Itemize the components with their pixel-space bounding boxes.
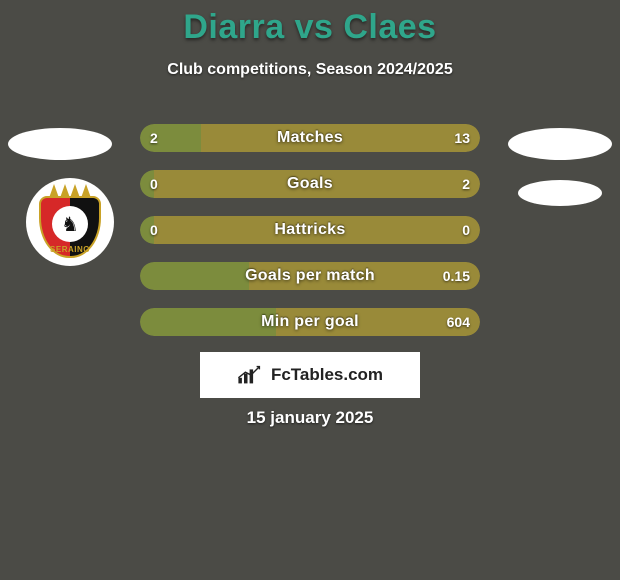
- stat-row: Goals per match0.15: [140, 262, 480, 290]
- stat-value-right: 0: [462, 216, 470, 244]
- subtitle: Club competitions, Season 2024/2025: [0, 61, 620, 79]
- comparison-card: Diarra vs Claes Club competitions, Seaso…: [0, 0, 620, 580]
- stat-value-right: 2: [462, 170, 470, 198]
- club-placeholder-right: [518, 180, 602, 206]
- stat-value-right: 604: [447, 308, 470, 336]
- stat-label: Hattricks: [140, 216, 480, 244]
- stat-bars: Matches213Goals02Hattricks00Goals per ma…: [140, 124, 480, 354]
- crest-club-name: SERAING: [39, 245, 101, 254]
- stat-row: Matches2 13: [140, 124, 480, 152]
- seraing-crest: ♞ SERAING: [39, 186, 101, 258]
- crest-crown-icon: [49, 184, 91, 200]
- stat-value-left: 0: [150, 216, 158, 244]
- stat-row: Hattricks0 0: [140, 216, 480, 244]
- stat-row: Min per goal604: [140, 308, 480, 336]
- stat-label: Min per goal: [140, 308, 480, 336]
- attribution-text: FcTables.com: [271, 365, 383, 385]
- page-title: Diarra vs Claes: [0, 0, 620, 47]
- club-badge-left: ♞ SERAING: [26, 178, 114, 266]
- stat-label: Goals: [140, 170, 480, 198]
- crest-lion-icon: ♞: [52, 206, 88, 242]
- attribution-badge: FcTables.com: [200, 352, 420, 398]
- stat-label: Matches: [140, 124, 480, 152]
- stat-value-right: 0.15: [443, 262, 470, 290]
- snapshot-date: 15 january 2025: [0, 408, 620, 428]
- player-avatar-right: [508, 128, 612, 160]
- bars-icon: [237, 365, 265, 385]
- stat-value-left: 0: [150, 170, 158, 198]
- stat-row: Goals0 2: [140, 170, 480, 198]
- stat-value-right: 13: [454, 124, 470, 152]
- player-avatar-left: [8, 128, 112, 160]
- crest-shield: [39, 196, 101, 258]
- stat-label: Goals per match: [140, 262, 480, 290]
- stat-value-left: 2: [150, 124, 158, 152]
